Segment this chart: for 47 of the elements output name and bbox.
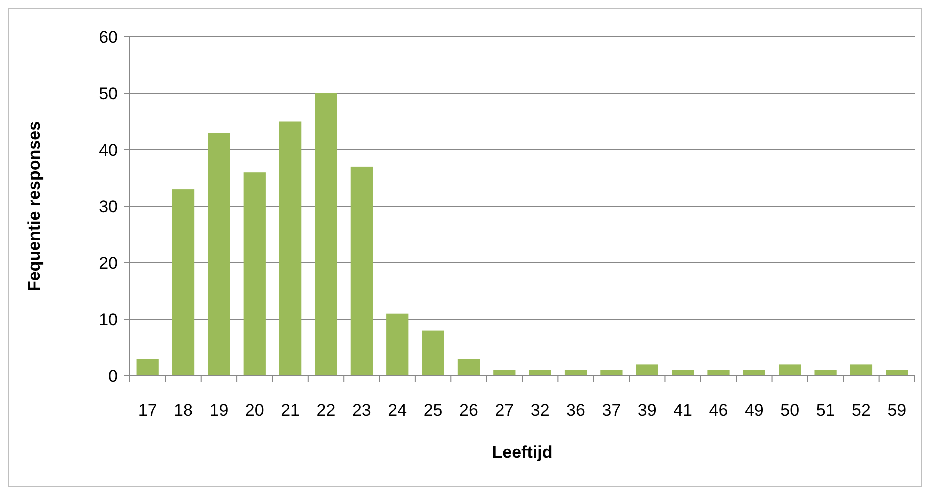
x-tick-label: 20	[245, 401, 264, 420]
x-tick-label: 25	[424, 401, 443, 420]
bar	[136, 359, 159, 376]
bar	[458, 359, 480, 376]
x-tick-label: 27	[495, 401, 514, 420]
y-axis-title: Fequentie responses	[25, 121, 44, 292]
bar	[422, 330, 444, 376]
bar	[636, 364, 658, 376]
y-tick-label: 50	[99, 84, 118, 104]
x-tick-label: 23	[352, 401, 372, 420]
y-tick-label: 20	[99, 254, 118, 273]
x-tick-label: 18	[174, 401, 193, 420]
x-tick-label: 41	[674, 401, 693, 420]
y-tick-label: 10	[99, 310, 118, 330]
x-tick-label: 26	[460, 401, 478, 420]
bar	[600, 370, 623, 376]
bar	[814, 370, 837, 376]
y-tick-label: 30	[99, 197, 118, 216]
x-tick-label: 19	[210, 401, 229, 420]
x-tick-label: 37	[602, 401, 622, 420]
bar	[850, 364, 873, 376]
y-tick-label: 40	[99, 140, 118, 160]
bar	[386, 314, 409, 376]
bar	[350, 166, 373, 376]
x-tick-label: 22	[316, 401, 336, 420]
x-tick-label: 36	[566, 401, 586, 420]
bar	[280, 122, 302, 376]
x-tick-label: 59	[888, 401, 907, 420]
bar	[172, 190, 195, 376]
x-tick-label: 39	[638, 401, 657, 420]
bar	[708, 370, 730, 376]
x-tick-label: 52	[852, 401, 871, 420]
x-tick-label: 17	[138, 401, 158, 420]
bar	[208, 133, 230, 376]
x-tick-label: 21	[281, 401, 300, 420]
bar	[315, 94, 338, 376]
x-tick-label: 46	[709, 401, 728, 420]
bar	[244, 172, 266, 376]
x-tick-label: 49	[744, 401, 764, 420]
x-tick-label: 50	[780, 401, 800, 420]
y-tick-label: 0	[108, 366, 118, 386]
bar	[779, 364, 802, 376]
x-tick-label: 51	[816, 401, 836, 420]
x-axis-title: Leeftijd	[492, 443, 553, 462]
x-tick-label: 32	[530, 401, 550, 420]
x-tick-label: 24	[388, 401, 408, 420]
y-tick-label: 60	[99, 28, 118, 47]
